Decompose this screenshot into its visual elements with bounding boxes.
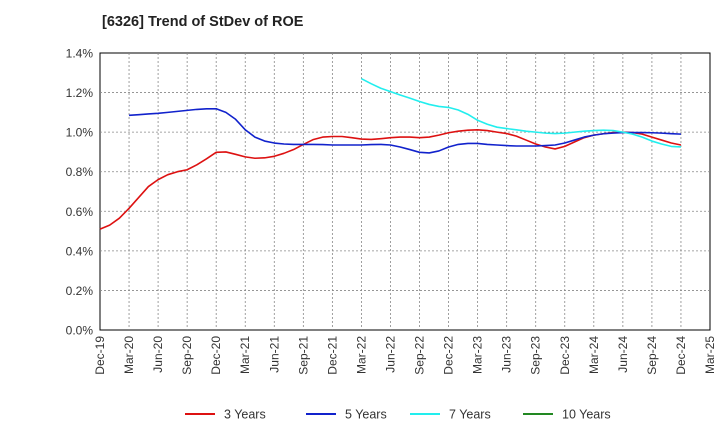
x-tick-label: Sep-20: [180, 336, 194, 375]
x-tick-label: Mar-22: [354, 336, 368, 374]
x-tick-label: Jun-23: [500, 336, 514, 373]
x-tick-label: Mar-25: [703, 336, 717, 374]
y-tick-label: 0.2%: [66, 284, 94, 298]
x-tick-label: Sep-21: [296, 336, 310, 375]
x-tick-label: Jun-22: [383, 336, 397, 373]
x-tick-label: Jun-24: [616, 336, 630, 373]
legend-label: 5 Years: [345, 408, 387, 422]
x-tick-label: Sep-24: [645, 336, 659, 375]
x-tick-label: Sep-23: [529, 336, 543, 375]
x-tick-label: Dec-20: [209, 336, 223, 375]
x-tick-label: Dec-23: [558, 336, 572, 375]
y-tick-label: 0.6%: [66, 205, 94, 219]
chart-title: [6326] Trend of StDev of ROE: [102, 14, 304, 30]
x-tick-label: Dec-22: [442, 336, 456, 375]
x-tick-label: Mar-24: [587, 336, 601, 374]
x-tick-label: Dec-24: [674, 336, 688, 375]
x-tick-label: Mar-20: [122, 336, 136, 374]
x-tick-label: Jun-20: [151, 336, 165, 373]
legend-label: 10 Years: [562, 408, 611, 422]
x-tick-label: Mar-21: [238, 336, 252, 374]
y-tick-label: 0.8%: [66, 165, 94, 179]
x-tick-label: Dec-21: [325, 336, 339, 375]
x-tick-label: Sep-22: [413, 336, 427, 375]
y-tick-label: 1.4%: [66, 47, 94, 61]
y-tick-label: 0.0%: [66, 324, 94, 338]
series-line-7-years: [361, 78, 681, 148]
legend-label: 3 Years: [224, 408, 266, 422]
series-line-5-years: [129, 108, 681, 154]
y-tick-label: 1.0%: [66, 126, 94, 140]
legend-label: 7 Years: [449, 408, 491, 422]
y-tick-label: 1.2%: [66, 86, 94, 100]
x-tick-label: Mar-23: [471, 336, 485, 374]
x-tick-label: Jun-21: [267, 336, 281, 373]
x-tick-label: Dec-19: [93, 336, 107, 375]
y-tick-label: 0.4%: [66, 244, 94, 258]
plot-area: [99, 52, 711, 331]
